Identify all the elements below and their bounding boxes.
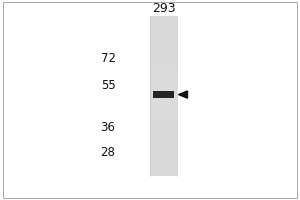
Bar — [150, 106, 177, 108]
Bar — [150, 94, 177, 96]
Bar — [150, 84, 177, 86]
Polygon shape — [178, 91, 188, 98]
Bar — [150, 64, 177, 66]
Bar — [150, 82, 177, 84]
Bar — [150, 32, 177, 34]
Text: 293: 293 — [152, 2, 175, 15]
Bar — [150, 74, 177, 76]
Bar — [150, 112, 177, 114]
Bar — [150, 58, 177, 60]
Bar — [150, 90, 177, 92]
Text: 28: 28 — [100, 146, 116, 159]
Bar — [150, 26, 177, 28]
Bar — [150, 16, 177, 18]
Bar — [150, 126, 177, 128]
Bar — [150, 114, 177, 116]
Bar — [150, 162, 177, 164]
Bar — [150, 130, 177, 132]
Bar — [150, 66, 177, 68]
Text: 36: 36 — [100, 121, 116, 134]
Bar — [150, 70, 177, 72]
Bar — [150, 20, 177, 22]
Text: 72: 72 — [100, 52, 116, 65]
Bar — [150, 22, 177, 24]
Bar — [150, 50, 177, 52]
Bar — [150, 164, 177, 166]
Bar — [150, 154, 177, 156]
Bar — [153, 91, 174, 98]
Bar — [150, 144, 177, 146]
Bar — [150, 132, 177, 134]
Bar — [150, 174, 177, 176]
Bar — [150, 136, 177, 138]
Bar — [150, 34, 177, 36]
Bar — [150, 142, 177, 144]
Bar — [150, 160, 177, 162]
Text: 55: 55 — [100, 79, 116, 92]
Bar — [150, 86, 177, 88]
Bar — [150, 24, 177, 26]
Bar — [150, 104, 177, 106]
Bar — [150, 30, 177, 32]
Bar — [150, 44, 177, 46]
Bar — [150, 124, 177, 126]
Bar — [150, 140, 177, 142]
Bar — [150, 100, 177, 102]
Bar — [150, 110, 177, 112]
Bar — [150, 118, 177, 120]
Bar — [150, 152, 177, 154]
Bar — [150, 108, 177, 110]
Bar — [150, 148, 177, 150]
Bar — [150, 156, 177, 158]
Bar — [150, 166, 177, 168]
Bar — [150, 172, 177, 174]
Bar — [150, 78, 177, 80]
Bar — [150, 62, 177, 64]
Bar — [150, 42, 177, 44]
Bar — [150, 38, 177, 40]
Bar — [150, 72, 177, 74]
Bar — [150, 48, 177, 50]
Bar — [150, 60, 177, 62]
Bar — [150, 138, 177, 140]
Bar — [150, 116, 177, 118]
Bar — [150, 168, 177, 170]
Bar — [150, 80, 177, 82]
Bar — [150, 128, 177, 130]
Bar — [150, 120, 177, 122]
Bar — [150, 40, 177, 42]
Bar — [150, 150, 177, 152]
Bar — [150, 18, 177, 20]
Bar — [150, 102, 177, 104]
Bar — [150, 52, 177, 54]
Bar — [150, 158, 177, 160]
Bar — [150, 36, 177, 38]
Bar — [150, 146, 177, 148]
Bar — [150, 46, 177, 48]
Bar — [150, 88, 177, 90]
Bar — [150, 170, 177, 172]
Bar — [150, 68, 177, 70]
Bar — [150, 98, 177, 100]
Bar — [150, 56, 177, 58]
Bar — [150, 76, 177, 78]
Bar — [150, 28, 177, 30]
Bar — [150, 96, 177, 98]
Bar — [150, 54, 177, 56]
Bar — [150, 122, 177, 124]
Bar — [150, 92, 177, 94]
Bar — [150, 134, 177, 136]
